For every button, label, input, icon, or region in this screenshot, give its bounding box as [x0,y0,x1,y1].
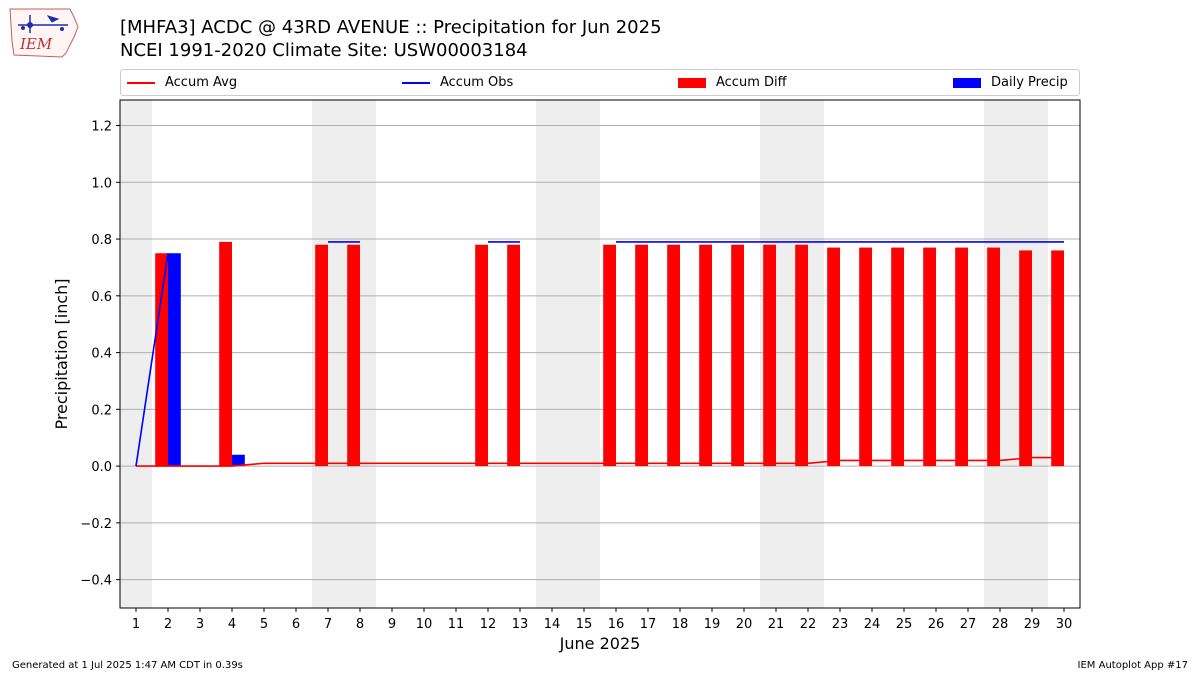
legend-label-accum-diff: Accum Diff [716,75,787,90]
x-axis-label: June 2025 [559,634,641,653]
y-tick-label: 1.2 [91,120,112,135]
chart-title: [MHFA3] ACDC @ 43RD AVENUE :: Precipitat… [120,17,662,38]
chart-subtitle: NCEI 1991-2020 Climate Site: USW00003184 [120,40,528,61]
footer-generated: Generated at 1 Jul 2025 1:47 AM CDT in 0… [12,660,243,671]
weather-station-icon [18,15,68,33]
x-tick-label: 13 [512,617,529,632]
x-tick-label: 21 [768,617,785,632]
x-tick-label: 15 [576,617,593,632]
x-tick-label: 22 [800,617,817,632]
legend-swatch-accum-avg [127,81,155,84]
legend-item-accum-obs: Accum Obs [402,70,513,95]
x-tick-label: 18 [672,617,689,632]
accum-avg-line [136,456,1064,467]
accum-obs-line [135,253,169,467]
x-tick-label: 14 [544,617,561,632]
legend-label-daily-precip: Daily Precip [991,75,1068,90]
y-tick-label: −0.2 [80,517,112,532]
y-tick-label: 1.0 [91,176,112,191]
accum-diff-bar [891,247,904,467]
x-tick-label: 4 [228,617,236,632]
x-tick-label: 11 [448,617,465,632]
x-tick-label: 27 [960,617,977,632]
x-tick-label: 10 [416,617,433,632]
y-tick-label: 0.4 [91,347,112,362]
x-tick-label: 20 [736,617,753,632]
y-tick-label: 0.6 [91,290,112,305]
accum-diff-bar [987,247,1000,467]
y-tick-label: 0.8 [91,233,112,248]
legend-item-accum-avg: Accum Avg [127,70,237,95]
accum-diff-bar [347,244,360,467]
accum-diff-bar [731,244,744,467]
x-tick-label: 28 [992,617,1009,632]
x-tick-label: 29 [1024,617,1041,632]
iowa-outline [9,8,79,58]
daily-precip-bar [232,454,245,467]
y-tick-label: 0.0 [91,460,112,475]
legend-item-accum-diff: Accum Diff [678,70,787,95]
x-tick-label: 3 [196,617,204,632]
weekend-shade-1 [120,100,152,608]
accum-diff-bar [507,244,520,467]
iem-logo: IEM [9,8,79,58]
weekend-shade-3 [536,100,600,608]
accum-diff-bar [699,244,712,467]
accum-diff-bar [763,244,776,467]
x-tick-label: 26 [928,617,945,632]
y-tick-label: −0.4 [80,574,112,589]
x-tick-label: 17 [640,617,657,632]
accum-diff-bar [635,244,648,467]
daily-precip-bar [168,253,181,467]
x-tick-label: 7 [324,617,332,632]
x-tick-label: 9 [388,617,396,632]
x-tick-label: 25 [896,617,913,632]
accum-diff-bar [827,247,840,467]
accum-diff-bar [955,247,968,467]
x-tick-label: 19 [704,617,721,632]
accum-diff-bar [219,241,232,467]
accum-diff-bar [1051,250,1064,467]
accum-diff-bar [1019,250,1032,467]
x-tick-label: 8 [356,617,364,632]
logo-text: IEM [19,35,53,53]
legend-item-daily-precip: Daily Precip [953,70,1068,95]
x-tick-label: 1 [132,617,140,632]
footer-app: IEM Autoplot App #17 [1077,660,1188,671]
accum-diff-bar [667,244,680,467]
x-tick-label: 23 [832,617,849,632]
accum-diff-bar [475,244,488,467]
legend-label-accum-avg: Accum Avg [165,75,238,90]
x-tick-label: 12 [480,617,497,632]
accum-diff-bar [315,244,328,467]
x-tick-label: 24 [864,617,881,632]
plot-frame [119,99,1081,609]
accum-diff-bar [155,253,168,467]
x-tick-label: 6 [292,617,300,632]
legend-swatch-accum-obs [402,81,430,84]
x-tick-label: 16 [608,617,625,632]
y-axis-label: Precipitation [inch] [52,278,71,429]
legend-swatch-accum-diff [678,77,706,88]
accum-diff-bar [923,247,936,467]
legend: Accum Avg Accum Obs Accum Diff Daily Pre… [120,69,1080,96]
accum-diff-bar [859,247,872,467]
legend-swatch-daily-precip [953,77,981,88]
x-tick-label: 5 [260,617,268,632]
x-tick-label: 30 [1056,617,1073,632]
x-tick-label: 2 [164,617,172,632]
y-tick-label: 0.2 [91,403,112,418]
accum-diff-bar [603,244,616,467]
legend-label-accum-obs: Accum Obs [440,75,514,90]
accum-diff-bar [795,244,808,467]
